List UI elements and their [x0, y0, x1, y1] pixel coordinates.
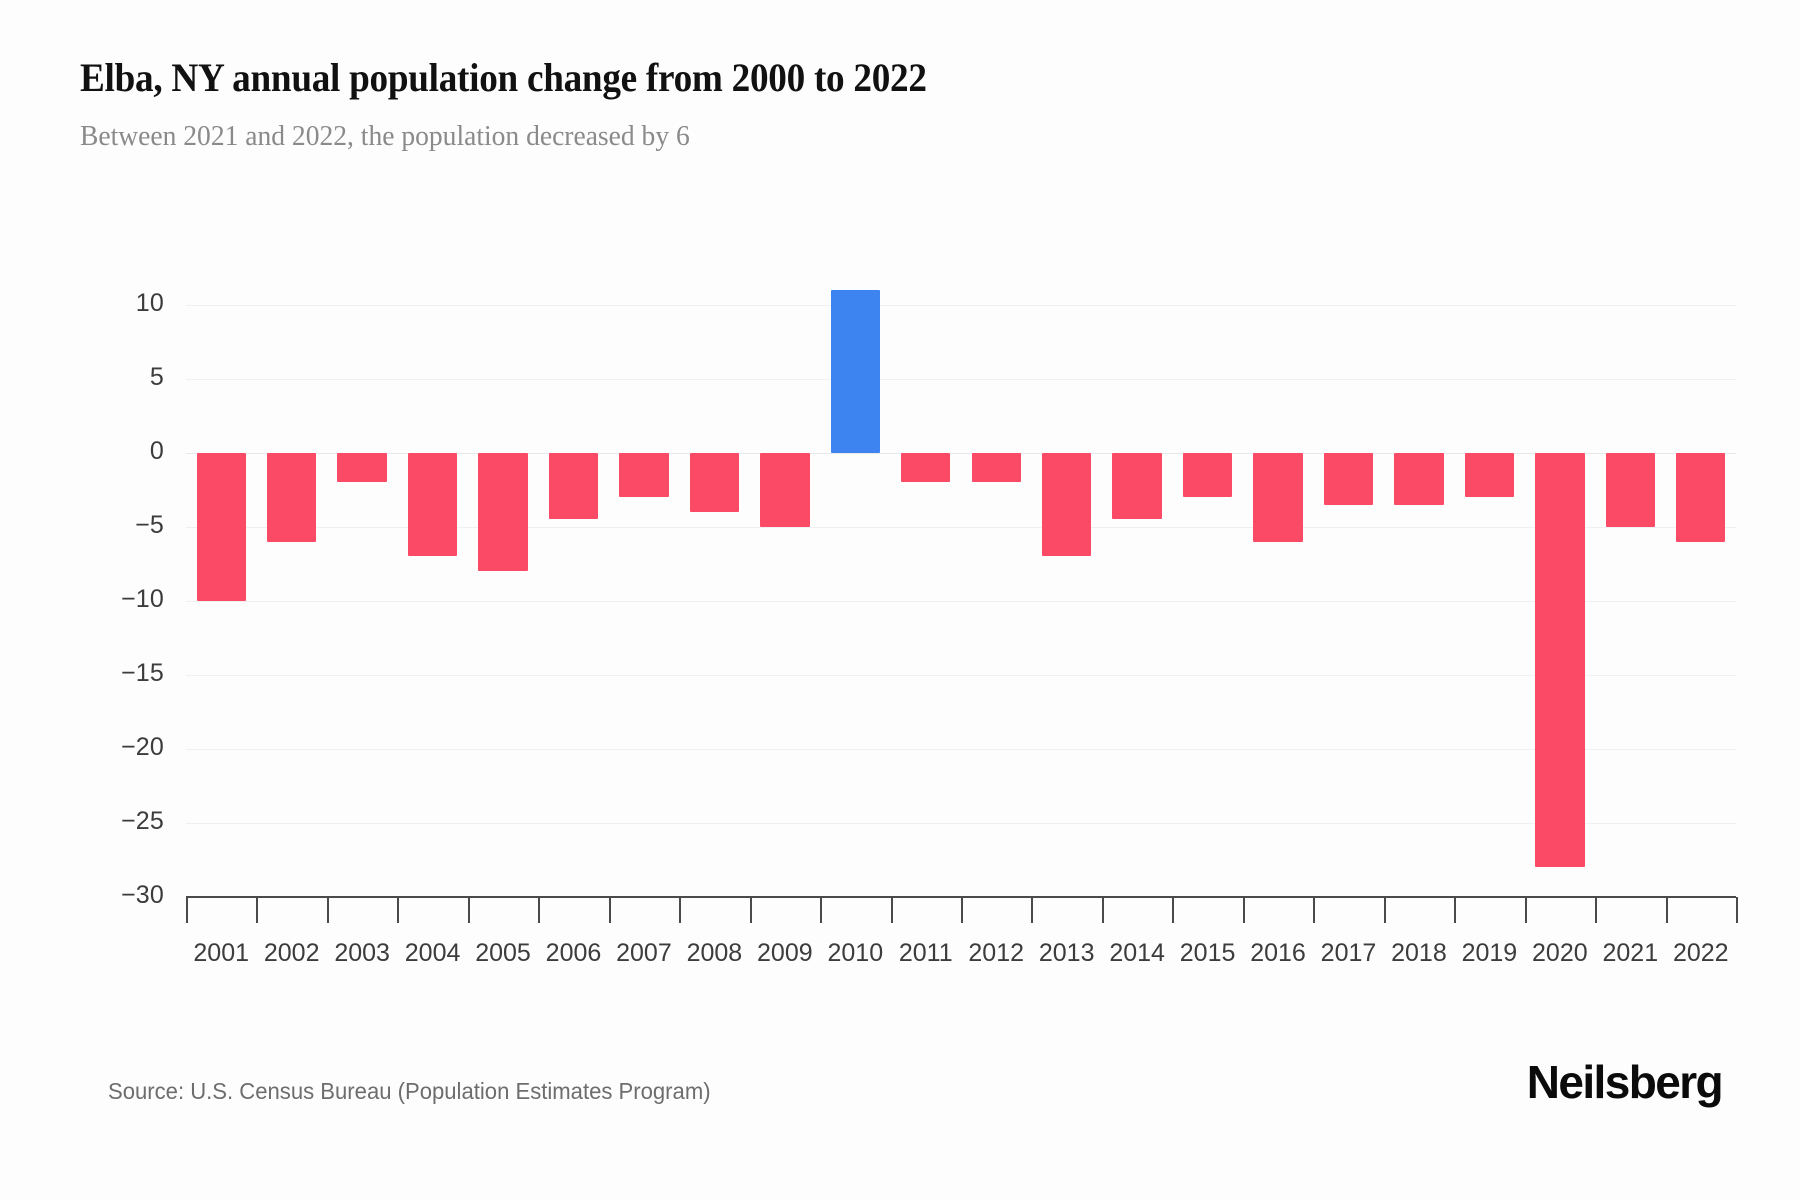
x-axis-tick-label: 2012: [968, 939, 1025, 967]
x-axis-tick-label: 2007: [616, 939, 672, 967]
x-axis-tick: [749, 897, 752, 923]
y-axis-tick-label: −15: [120, 658, 164, 687]
x-axis-tick: [820, 897, 823, 923]
x-axis-tick: [1665, 897, 1668, 923]
x-axis-tick: [608, 897, 611, 923]
bar-2014[interactable]: [1112, 452, 1162, 520]
bar-2007[interactable]: [619, 452, 669, 498]
bar-2021[interactable]: [1605, 452, 1655, 527]
y-axis-tick-label: 5: [149, 362, 164, 391]
x-axis-tick: [1313, 897, 1316, 923]
x-axis-tick: [186, 897, 188, 923]
x-axis-tick: [961, 897, 963, 923]
bar-2013[interactable]: [1042, 452, 1092, 557]
x-axis-tick-label: 2011: [898, 939, 953, 967]
bar-2010[interactable]: [830, 290, 880, 453]
bar-2006[interactable]: [548, 452, 599, 520]
bar-2004[interactable]: [407, 452, 458, 557]
gridline: [186, 748, 1736, 750]
bar-2012[interactable]: [971, 452, 1021, 483]
x-axis-tick-label: 2009: [757, 939, 813, 967]
chart-subtitle: Between 2021 and 2022, the population de…: [80, 120, 690, 152]
bar-2008[interactable]: [689, 452, 740, 513]
bar-2003[interactable]: [337, 452, 387, 483]
x-axis-tick-label: 2018: [1391, 939, 1447, 967]
bar-2016[interactable]: [1253, 452, 1303, 542]
x-axis-tick-label: 2005: [475, 939, 531, 967]
bar-2002[interactable]: [267, 452, 317, 542]
x-axis-tick: [1595, 897, 1598, 923]
x-axis-tick-label: 2019: [1461, 939, 1518, 967]
y-axis-tick-label: −25: [120, 806, 164, 835]
y-axis-tick-label: 10: [135, 288, 164, 317]
brand-logo: Neilsberg: [1526, 1056, 1724, 1108]
x-axis-tick: [326, 897, 329, 923]
x-axis-tick: [1242, 897, 1245, 923]
source-note: Source: U.S. Census Bureau (Population E…: [108, 1078, 711, 1104]
y-axis-tick-label: −10: [120, 584, 164, 613]
x-axis-tick: [467, 897, 470, 923]
gridline: [186, 304, 1736, 306]
gridline: [186, 822, 1736, 824]
bar-2011[interactable]: [901, 452, 951, 483]
x-axis-tick: [679, 897, 682, 923]
x-axis-tick-label: 2013: [1038, 939, 1095, 967]
y-axis-tick-label: −30: [120, 881, 164, 909]
gridline: [186, 674, 1736, 676]
bar-2015[interactable]: [1182, 452, 1233, 498]
x-axis-tick-label: 2022: [1672, 939, 1729, 967]
y-axis-tick-label: 0: [149, 436, 164, 465]
x-axis-tick-label: 2021: [1602, 939, 1659, 967]
x-axis-tick-label: 2010: [827, 939, 884, 967]
gridline: [186, 600, 1736, 602]
bar-2019[interactable]: [1464, 452, 1515, 498]
bar-2017[interactable]: [1323, 452, 1374, 505]
x-axis-tick: [890, 897, 893, 923]
x-axis-tick: [538, 897, 541, 923]
x-axis-tick-label: 2001: [193, 939, 250, 967]
x-axis-tick-label: 2016: [1250, 939, 1306, 967]
x-axis-tick: [1172, 897, 1175, 923]
x-axis-tick-label: 2017: [1320, 939, 1377, 967]
gridline: [186, 526, 1736, 528]
bar-2005[interactable]: [478, 452, 528, 572]
x-axis-tick: [1383, 897, 1386, 923]
page-title: Elba, NY annual population change from 2…: [80, 55, 927, 100]
bar-2001[interactable]: [196, 452, 246, 601]
y-axis-tick-label: −5: [135, 510, 164, 539]
gridline: [186, 378, 1736, 380]
x-axis-tick-label: 2008: [686, 939, 743, 967]
bar-2022[interactable]: [1676, 452, 1726, 542]
x-axis-tick: [397, 897, 400, 923]
x-axis-tick: [1524, 897, 1527, 923]
x-axis-tick-label: 2003: [334, 939, 390, 967]
x-axis-tick: [1101, 897, 1104, 923]
x-axis-tick: [1736, 897, 1738, 923]
x-axis-tick: [256, 897, 259, 923]
x-axis-tick-label: 2004: [404, 939, 461, 967]
y-axis-tick-label: −20: [120, 732, 164, 761]
x-axis-tick-label: 2014: [1109, 939, 1165, 967]
x-axis-tick: [1454, 897, 1457, 923]
x-axis-tick-label: 2015: [1179, 939, 1236, 967]
gridline: [186, 452, 1736, 454]
x-axis-tick-label: 2020: [1532, 939, 1588, 967]
bar-2009[interactable]: [760, 452, 810, 527]
bar-2018[interactable]: [1394, 452, 1444, 505]
bar-2020[interactable]: [1535, 452, 1585, 868]
x-axis-tick: [1031, 897, 1034, 923]
x-axis-tick-label: 2006: [545, 939, 602, 967]
x-axis-tick-label: 2002: [263, 939, 320, 967]
